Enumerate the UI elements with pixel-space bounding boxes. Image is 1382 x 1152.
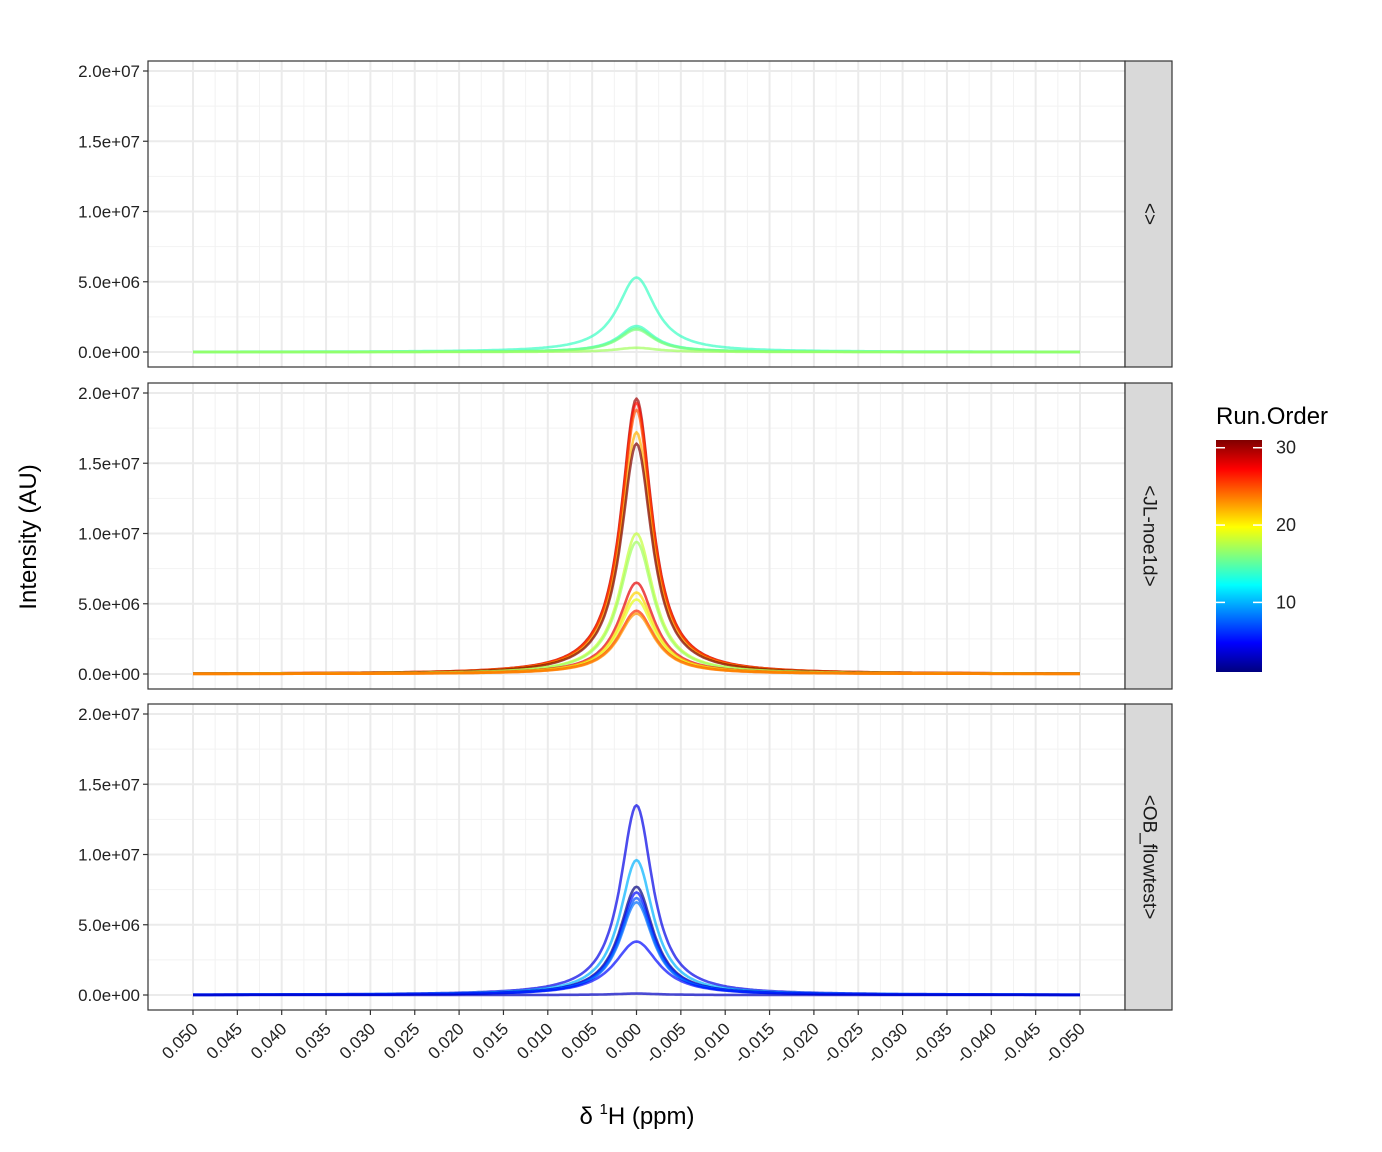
y-tick-label: 5.0e+06 bbox=[78, 595, 140, 614]
y-tick-label: 0.0e+00 bbox=[78, 986, 140, 1005]
legend-colorbar bbox=[1216, 440, 1262, 672]
y-tick-label: 5.0e+06 bbox=[78, 916, 140, 935]
x-tick-label: 0.010 bbox=[513, 1019, 557, 1063]
y-tick-label: 0.0e+00 bbox=[78, 665, 140, 684]
facet-strip-label: <OB_flowtest> bbox=[1138, 795, 1159, 920]
x-tick-label: 0.025 bbox=[380, 1019, 424, 1063]
legend-tick-label: 10 bbox=[1276, 592, 1296, 612]
x-axis: 0.050 0.045 0.040 0.035 0.030 0.025 0.020 0.015… bbox=[158, 1010, 1089, 1067]
x-tick-label: 0.050 bbox=[158, 1019, 202, 1063]
facet-strip-label: <> bbox=[1138, 203, 1159, 225]
legend-title: Run.Order bbox=[1216, 403, 1328, 430]
y-tick-label: 1.0e+07 bbox=[78, 525, 140, 544]
x-tick-label: 0.030 bbox=[336, 1019, 380, 1063]
facet-panels: 0.0e+005.0e+061.0e+071.5e+072.0e+07<>0.0… bbox=[78, 60, 1173, 1011]
legend: Run.Order 10 20 30 bbox=[1216, 403, 1328, 672]
x-tick-label: -0.015 bbox=[731, 1019, 779, 1067]
x-axis-title-rest: H (ppm) bbox=[608, 1103, 695, 1130]
x-tick-label: -0.045 bbox=[997, 1019, 1045, 1067]
x-axis-title-superscript: 1 bbox=[600, 1101, 608, 1118]
x-tick-label: -0.010 bbox=[687, 1019, 735, 1067]
series-group bbox=[193, 397, 1080, 676]
legend-tick-label: 30 bbox=[1276, 438, 1296, 458]
y-tick-label: 1.0e+07 bbox=[78, 846, 140, 865]
facet-panel: 0.0e+00 5.0e+06 1.0e+07 1.5e+07 2.0e+07 <OB_f… bbox=[78, 703, 1173, 1011]
facet-strip bbox=[1124, 382, 1173, 690]
y-tick-label: 2.0e+07 bbox=[78, 384, 140, 403]
facet-strip bbox=[1124, 703, 1173, 1011]
x-tick-label: -0.025 bbox=[820, 1019, 868, 1067]
series-group bbox=[193, 803, 1080, 997]
facet-panel: 0.0e+00 5.0e+06 1.0e+07 1.5e+07 2.0e+07 <JL-n… bbox=[78, 382, 1173, 690]
x-tick-label: -0.020 bbox=[775, 1019, 823, 1067]
y-tick-label: 0.0e+00 bbox=[78, 343, 140, 362]
legend-tick-label: 20 bbox=[1276, 515, 1296, 535]
x-tick-label: 0.040 bbox=[247, 1019, 291, 1063]
facet-strip bbox=[1124, 60, 1173, 368]
x-tick-label: 0.020 bbox=[424, 1019, 468, 1063]
facet-strip-label: <JL-noe1d> bbox=[1138, 485, 1159, 586]
y-tick-label: 2.0e+07 bbox=[78, 705, 140, 724]
x-tick-label: -0.035 bbox=[908, 1019, 956, 1067]
x-axis-title-delta: δ bbox=[579, 1103, 599, 1130]
x-tick-label: 0.005 bbox=[557, 1019, 601, 1063]
x-tick-label: -0.050 bbox=[1041, 1019, 1089, 1067]
y-axis-title: Intensity (AU) bbox=[15, 464, 42, 609]
y-tick-label: 1.5e+07 bbox=[78, 454, 140, 473]
x-tick-label: 0.000 bbox=[602, 1019, 646, 1063]
y-tick-label: 1.0e+07 bbox=[78, 203, 140, 222]
x-tick-label: -0.040 bbox=[953, 1019, 1001, 1067]
y-tick-label: 1.5e+07 bbox=[78, 132, 140, 151]
x-tick-label: 0.045 bbox=[203, 1019, 247, 1063]
y-tick-label: 2.0e+07 bbox=[78, 62, 140, 81]
spectrum-line bbox=[193, 612, 1080, 676]
spectrum-line bbox=[193, 346, 1080, 354]
facet-panel: 0.0e+00 5.0e+06 1.0e+07 1.5e+07 2.0e+07 <> bbox=[78, 60, 1173, 368]
x-tick-label: 0.015 bbox=[469, 1019, 513, 1063]
spectrum-line bbox=[193, 992, 1080, 997]
x-tick-label: -0.030 bbox=[864, 1019, 912, 1067]
y-tick-label: 5.0e+06 bbox=[78, 273, 140, 292]
y-tick-label: 1.5e+07 bbox=[78, 775, 140, 794]
x-axis-title: δ 1H (ppm) bbox=[579, 1101, 694, 1130]
x-tick-label: -0.005 bbox=[642, 1019, 690, 1067]
series-group bbox=[193, 276, 1080, 354]
x-tick-label: 0.035 bbox=[291, 1019, 335, 1063]
